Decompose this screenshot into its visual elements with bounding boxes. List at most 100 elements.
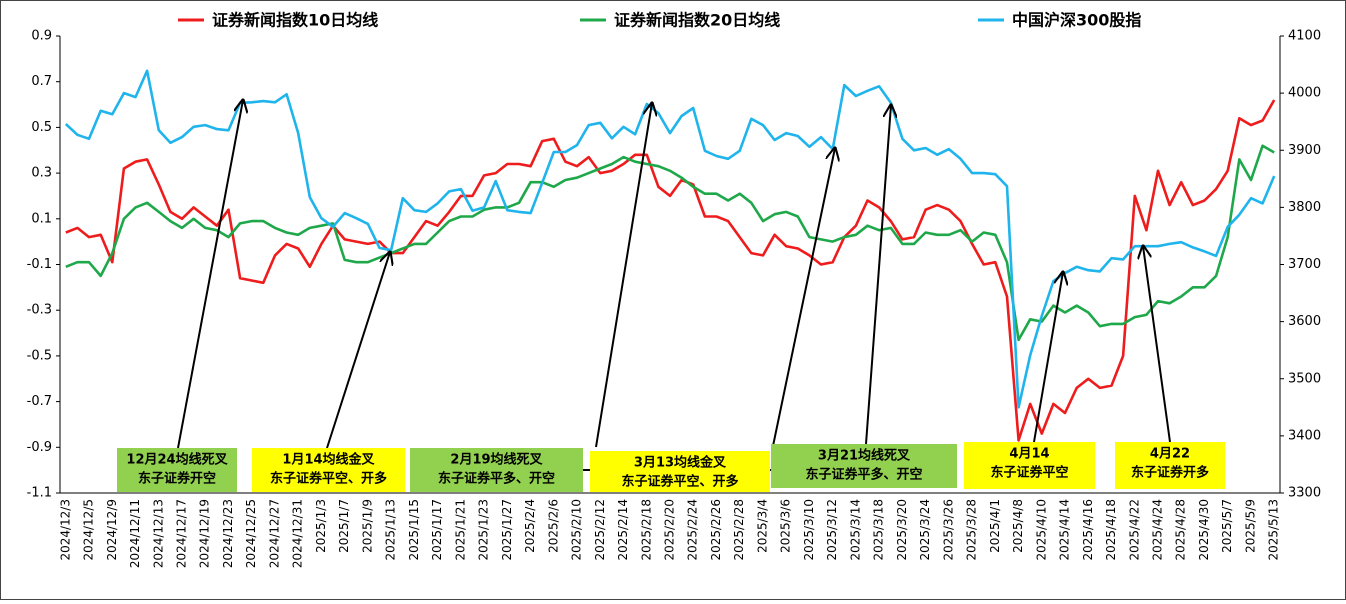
x-tick-label: 2025/1/23	[477, 499, 491, 561]
annotation-arrow	[1033, 272, 1063, 443]
x-tick-label: 2025/1/27	[500, 499, 514, 561]
y-tick-label: -0.7	[27, 394, 52, 409]
annotation-text: 1月14均线金叉	[282, 452, 375, 468]
annotation-text: 东子证券平空、开多	[621, 474, 738, 490]
x-tick-label: 2025/2/6	[546, 499, 560, 553]
annotation-box	[964, 442, 1095, 489]
annotation-text: 4月22	[1150, 447, 1190, 462]
y-tick-label: -1.1	[27, 486, 52, 501]
x-tick-label: 2025/4/28	[1174, 499, 1188, 561]
y2-tick-label: 3500	[1288, 371, 1321, 386]
x-tick-label: 2025/5/7	[1220, 499, 1234, 553]
y2-tick-label: 4000	[1288, 86, 1321, 101]
annotation-text: 12月24均线死叉	[126, 452, 228, 468]
x-tick-label: 2025/5/9	[1243, 499, 1257, 553]
x-tick-label: 2025/2/10	[570, 499, 584, 561]
annotation-text: 东子证券开空	[138, 471, 216, 487]
x-tick-label: 2025/4/22	[1127, 499, 1141, 561]
annotation-box	[590, 451, 770, 492]
x-tick-label: 2025/1/3	[314, 499, 328, 553]
annotation-box	[410, 448, 583, 492]
x-tick-label: 2024/12/9	[105, 499, 119, 561]
y-tick-label: 0.1	[31, 211, 52, 226]
y-tick-label: 0.3	[31, 166, 52, 181]
x-tick-label: 2025/4/30	[1197, 499, 1211, 561]
y2-tick-label: 3400	[1288, 428, 1321, 443]
x-tick-label: 2025/1/21	[453, 499, 467, 561]
x-tick-label: 2024/12/5	[82, 499, 96, 561]
x-tick-label: 2025/2/4	[523, 499, 537, 553]
x-tick-label: 2024/12/27	[267, 499, 281, 568]
y-tick-label: 0.7	[31, 74, 52, 89]
x-tick-label: 2025/1/9	[360, 499, 374, 553]
x-tick-label: 2025/3/10	[802, 499, 816, 561]
x-tick-label: 2025/3/14	[848, 499, 862, 561]
y2-tick-label: 3600	[1288, 314, 1321, 329]
annotation-arrow	[595, 103, 652, 448]
x-tick-label: 2025/2/24	[686, 499, 700, 561]
x-tick-label: 2025/4/8	[1011, 499, 1025, 553]
annotation-arrow	[177, 100, 243, 449]
series-line	[65, 144, 1275, 342]
annotation-arrow	[326, 252, 390, 449]
x-tick-label: 2025/1/15	[407, 499, 421, 561]
annotation-arrow	[1143, 246, 1171, 443]
y-tick-label: -0.1	[27, 257, 52, 272]
x-tick-label: 2025/4/10	[1034, 499, 1048, 561]
legend-label: 证券新闻指数10日均线	[212, 11, 378, 30]
annotation-box	[252, 448, 405, 492]
x-tick-label: 2025/3/6	[779, 499, 793, 553]
x-tick-label: 2025/4/24	[1151, 499, 1165, 561]
x-tick-label: 2025/2/12	[593, 499, 607, 561]
y-tick-label: 0.5	[31, 120, 52, 135]
annotation-text: 东子证券平空、开多	[270, 471, 387, 487]
y-tick-label: 0.9	[31, 29, 52, 44]
x-tick-label: 2025/2/20	[663, 499, 677, 561]
x-tick-label: 2025/2/14	[616, 499, 630, 561]
annotation-text: 东子证券开多	[1131, 465, 1209, 481]
annotation-box	[771, 444, 957, 488]
annotation-text: 3月21均线死叉	[818, 448, 911, 464]
y2-tick-label: 3900	[1288, 143, 1321, 158]
y-tick-label: -0.9	[27, 440, 52, 455]
legend-label: 中国沪深300股指	[1012, 11, 1141, 30]
x-tick-label: 2025/4/16	[1081, 499, 1095, 561]
y2-tick-label: 4100	[1288, 29, 1321, 44]
x-tick-label: 2025/3/18	[872, 499, 886, 561]
x-tick-label: 2024/12/3	[58, 499, 72, 561]
x-tick-label: 2025/3/26	[941, 499, 955, 561]
annotation-arrow	[772, 148, 835, 447]
x-tick-label: 2025/1/13	[384, 499, 398, 561]
y-tick-label: -0.3	[27, 303, 52, 318]
annotation-text: 东子证券平多、开空	[438, 471, 555, 487]
x-tick-label: 2024/12/19	[198, 499, 212, 568]
y-tick-label: -0.5	[27, 348, 52, 363]
annotation-text: 3月13均线金叉	[634, 455, 727, 471]
x-tick-label: 2025/4/1	[988, 499, 1002, 553]
x-tick-label: 2024/12/11	[128, 499, 142, 568]
series-line	[65, 99, 1276, 442]
x-tick-label: 2025/2/18	[639, 499, 653, 561]
y2-tick-label: 3300	[1288, 486, 1321, 501]
annotation-text: 4月14	[1009, 447, 1049, 462]
x-tick-label: 2025/2/28	[732, 499, 746, 561]
x-tick-label: 2025/1/17	[430, 499, 444, 561]
x-tick-label: 2025/3/4	[755, 499, 769, 553]
y2-tick-label: 3800	[1288, 200, 1321, 215]
legend-label: 证券新闻指数20日均线	[614, 11, 780, 30]
x-tick-label: 2024/12/31	[291, 499, 305, 568]
annotation-text: 2月19均线死叉	[450, 452, 543, 468]
x-tick-label: 2025/3/28	[965, 499, 979, 561]
x-tick-label: 2025/3/12	[825, 499, 839, 561]
x-tick-label: 2024/12/25	[244, 499, 258, 568]
annotation-box	[1115, 442, 1225, 489]
x-tick-label: 2024/12/23	[221, 499, 235, 568]
x-tick-label: 2025/4/18	[1104, 499, 1118, 561]
x-tick-label: 2024/12/17	[175, 499, 189, 568]
x-tick-label: 2025/5/13	[1267, 499, 1281, 561]
x-tick-label: 2025/2/26	[709, 499, 723, 561]
annotation-text: 东子证券平空	[990, 465, 1068, 481]
annotation-arrow	[865, 105, 891, 445]
